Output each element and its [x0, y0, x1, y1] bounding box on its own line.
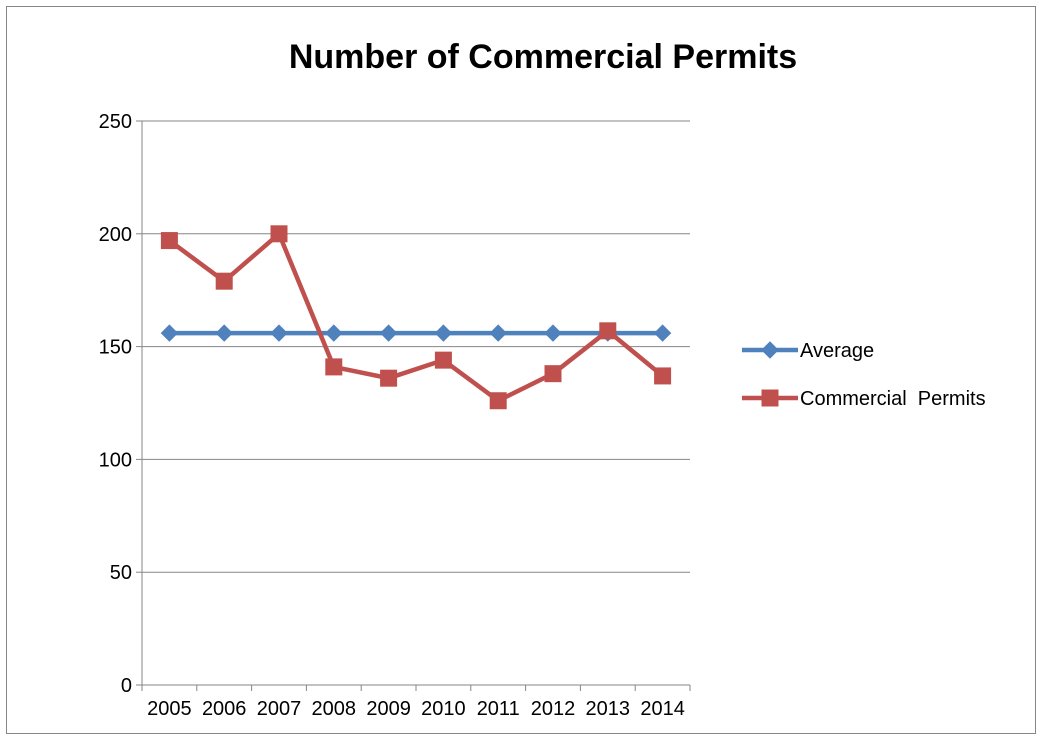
data-point-marker — [544, 324, 562, 342]
legend-label: Average — [800, 340, 874, 362]
legend-label: Commercial Permits — [800, 388, 986, 410]
x-tick-label: 2006 — [202, 698, 247, 720]
series-group — [160, 225, 672, 410]
x-tick-label: 2013 — [586, 698, 631, 720]
y-tick-label: 100 — [99, 449, 132, 471]
data-point-marker — [270, 225, 288, 243]
gridlines — [142, 120, 690, 573]
x-tick-label: 2008 — [312, 698, 357, 720]
x-tick-label: 2005 — [147, 698, 192, 720]
x-tick-labels: 2005 2006 2007 2008 2009 2010 2011 2012 2013 2014 — [147, 698, 685, 720]
x-tick-label: 2014 — [640, 698, 685, 720]
data-point-marker — [379, 324, 398, 342]
y-tick-label: 250 — [99, 111, 132, 133]
data-point-marker — [270, 324, 288, 342]
y-tick-label: 150 — [99, 337, 132, 359]
data-point-marker — [434, 351, 452, 369]
data-point-marker — [599, 322, 617, 340]
data-point-marker — [380, 369, 398, 387]
data-point-marker — [544, 365, 562, 383]
y-tick-label: 0 — [121, 675, 132, 697]
x-tick-label: 2012 — [531, 698, 576, 720]
data-point-marker — [434, 324, 453, 342]
y-tick-label: 50 — [110, 562, 132, 584]
y-tick-labels: 0 50 100 150 200 250 — [99, 111, 132, 697]
data-point-marker — [215, 272, 233, 290]
x-tick-label: 2011 — [477, 698, 520, 720]
data-point-marker — [654, 367, 672, 385]
data-point-marker — [325, 324, 343, 342]
axes — [136, 120, 691, 691]
legend-marker — [761, 341, 779, 359]
legend-marker — [761, 389, 779, 407]
data-point-marker — [489, 324, 507, 342]
data-point-marker — [325, 358, 343, 376]
chart-title: Number of Commercial Permits — [289, 38, 797, 76]
series-average — [160, 324, 672, 342]
x-tick-label: 2010 — [421, 698, 466, 720]
series-line — [168, 231, 665, 403]
x-tick-label: 2009 — [366, 698, 411, 720]
y-tick-label: 200 — [99, 224, 132, 246]
legend: Average Commercial Permits — [742, 340, 986, 410]
data-point-marker — [160, 232, 178, 250]
x-tick-label: 2007 — [257, 698, 302, 720]
data-point-marker — [653, 324, 672, 342]
data-point-marker — [215, 324, 233, 342]
series-commercial-permits — [160, 225, 672, 410]
data-point-marker — [489, 392, 507, 410]
chart-frame — [6, 6, 1036, 734]
data-point-marker — [160, 324, 179, 342]
